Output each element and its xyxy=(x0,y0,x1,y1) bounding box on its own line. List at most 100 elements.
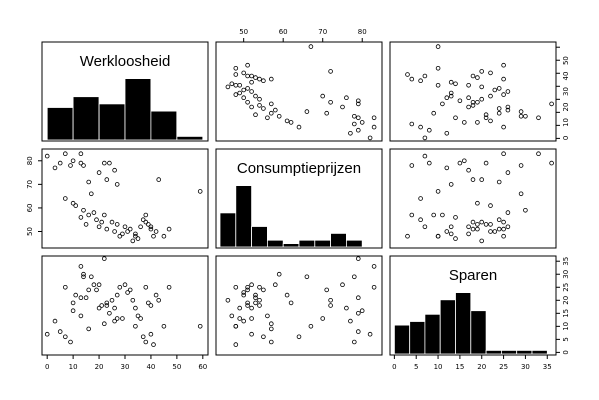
scatter-point xyxy=(89,191,94,197)
panel-frame xyxy=(215,255,383,356)
scatter-point xyxy=(470,177,476,182)
scatter-point xyxy=(68,163,73,168)
scatter-point xyxy=(112,167,117,173)
scatter-point xyxy=(261,106,266,111)
scatter-point xyxy=(409,121,415,127)
scatter-point xyxy=(86,287,91,293)
scatter-point xyxy=(505,89,511,94)
scatter-point xyxy=(245,100,250,105)
histogram-bar xyxy=(219,212,237,248)
scatter-point xyxy=(253,292,258,298)
scatter-point xyxy=(148,331,154,337)
histogram-bar xyxy=(516,349,533,355)
scatter-point xyxy=(112,318,117,324)
scatter-point xyxy=(496,226,502,232)
scatter-point xyxy=(241,87,247,93)
scatter-point xyxy=(320,93,326,99)
scatter-point xyxy=(359,120,365,125)
scatter-point xyxy=(453,236,458,241)
scatter-point xyxy=(104,303,110,308)
scatter-point xyxy=(148,226,154,232)
scatter-point xyxy=(422,224,428,230)
scatter-point xyxy=(233,323,239,329)
scatter-point xyxy=(444,95,450,100)
scatter-point xyxy=(133,305,138,311)
histogram-bar xyxy=(500,349,518,355)
scatter-point xyxy=(52,318,58,324)
scatter-point xyxy=(257,303,262,308)
scatter-point xyxy=(102,321,107,327)
scatter-point xyxy=(104,177,110,182)
y-tick-label: 30 xyxy=(562,270,570,279)
scatter-point xyxy=(151,342,156,347)
scatter-point xyxy=(237,305,243,311)
scatter-point xyxy=(197,189,203,194)
scatter-point xyxy=(233,83,239,88)
scatter-point xyxy=(63,284,68,290)
histogram-bar xyxy=(531,349,548,355)
scatter-point xyxy=(96,170,102,175)
scatter-point xyxy=(444,229,450,234)
x-tick-label: 30 xyxy=(121,363,130,371)
scatter-point xyxy=(496,110,502,116)
scatter-point xyxy=(83,295,89,301)
scatter-point xyxy=(470,103,476,108)
scatter-point xyxy=(161,323,167,329)
scatter-point xyxy=(229,81,235,87)
scatter-point xyxy=(268,110,274,116)
scatter-point xyxy=(133,323,138,329)
scatter-point xyxy=(405,233,410,239)
scatter-point xyxy=(89,274,94,280)
scatter-point xyxy=(344,95,349,100)
scatter-point xyxy=(114,316,120,321)
scatter-point xyxy=(470,219,476,225)
scatter-point xyxy=(241,70,247,76)
scatter-point xyxy=(261,334,266,340)
scatter-point xyxy=(355,295,361,301)
scatter-point xyxy=(245,86,250,91)
scatter-point xyxy=(479,219,485,225)
scatter-point xyxy=(536,151,541,157)
histogram-bar xyxy=(330,232,347,248)
scatter-point xyxy=(505,107,511,113)
histogram-bar xyxy=(98,103,126,141)
scatter-point xyxy=(431,110,437,116)
scatter-point xyxy=(257,297,262,303)
scatter-point xyxy=(73,292,78,298)
scatter-point xyxy=(488,229,493,234)
scatter-point xyxy=(505,104,511,110)
scatter-point xyxy=(73,203,78,208)
scatter-point xyxy=(107,160,112,166)
scatter-point xyxy=(268,321,274,327)
scatter-point xyxy=(63,196,68,201)
x-tick-label: 60 xyxy=(198,363,207,371)
y-tick-label: 25 xyxy=(562,283,570,292)
histogram-bar xyxy=(470,310,487,355)
scatter-point xyxy=(109,297,115,303)
histogram-bar xyxy=(124,78,152,141)
scatter-point xyxy=(241,292,247,298)
scatter-point xyxy=(320,316,326,321)
scatter-point xyxy=(249,73,254,79)
scatter-point xyxy=(418,124,423,130)
scatter-point xyxy=(249,104,254,110)
scatter-point xyxy=(328,297,333,303)
y-tick-label: 30 xyxy=(562,87,570,96)
scatter-point xyxy=(140,334,146,340)
scatter-point xyxy=(448,224,454,230)
scatter-point xyxy=(197,323,203,329)
scatter-point xyxy=(233,66,239,71)
scatter-point xyxy=(475,120,480,125)
x-tick-label: 35 xyxy=(543,363,552,371)
x-tick-label: 60 xyxy=(279,28,288,36)
scatter-point xyxy=(70,308,76,314)
scatter-point xyxy=(272,107,278,113)
histogram-bar xyxy=(150,110,178,141)
scatter-point xyxy=(405,72,410,77)
scatter-point xyxy=(91,210,97,215)
scatter-point xyxy=(138,224,143,230)
y-tick-label: 0 xyxy=(562,136,570,140)
scatter-point xyxy=(78,151,84,157)
scatter-point xyxy=(371,124,377,130)
